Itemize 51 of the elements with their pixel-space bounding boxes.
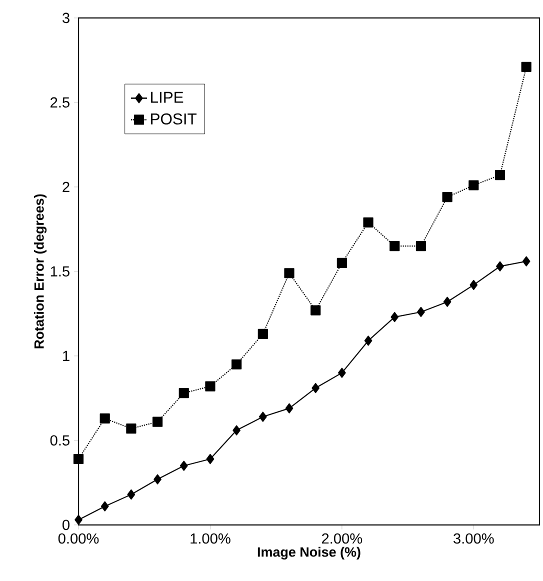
- point: [232, 359, 242, 370]
- point: [495, 170, 506, 180]
- point: [259, 412, 267, 422]
- point: [338, 368, 346, 378]
- point: [310, 305, 321, 316]
- point: [178, 388, 189, 398]
- point: [443, 296, 452, 307]
- x-tick-label: 2.00%: [322, 533, 362, 544]
- point: [205, 381, 216, 392]
- y-tick-label: 3: [62, 12, 70, 24]
- point: [470, 280, 478, 290]
- y-axis-title: Rotation Error (degrees): [34, 194, 47, 348]
- y-tick-label: 0.5: [50, 435, 70, 446]
- point: [127, 489, 136, 500]
- point: [496, 261, 504, 272]
- y-tick-label: 1.5: [50, 266, 70, 277]
- point: [522, 256, 530, 266]
- legend-label: POSIT: [151, 113, 197, 125]
- point: [100, 413, 110, 424]
- point: [74, 514, 82, 525]
- point: [206, 454, 214, 464]
- point: [363, 217, 374, 228]
- x-tick-label: 0.00%: [58, 533, 99, 544]
- point: [180, 460, 188, 471]
- point: [126, 424, 136, 434]
- point: [312, 382, 320, 394]
- point: [364, 336, 372, 346]
- point: [258, 328, 268, 339]
- y-tick-label: 1: [63, 350, 70, 361]
- point: [284, 268, 294, 278]
- x-axis-title: Image Noise (%): [258, 546, 360, 560]
- point: [100, 501, 109, 512]
- y-tick-label: 0: [62, 520, 70, 530]
- point: [152, 416, 163, 427]
- point: [390, 241, 400, 252]
- legend-label: LIPE: [151, 92, 184, 103]
- x-tick-label: 3.00%: [454, 533, 494, 544]
- point: [468, 180, 479, 190]
- point: [416, 241, 426, 252]
- point: [390, 312, 399, 322]
- point: [154, 474, 162, 484]
- point: [74, 454, 84, 464]
- point: [336, 258, 348, 268]
- point: [521, 62, 532, 72]
- x-tick-label: 1.00%: [190, 533, 230, 544]
- y-tick-label: 2.5: [50, 97, 70, 108]
- point: [285, 403, 294, 414]
- point: [442, 192, 452, 202]
- y-tick-label: 2: [62, 182, 70, 192]
- point: [417, 306, 425, 318]
- point: [232, 425, 241, 436]
